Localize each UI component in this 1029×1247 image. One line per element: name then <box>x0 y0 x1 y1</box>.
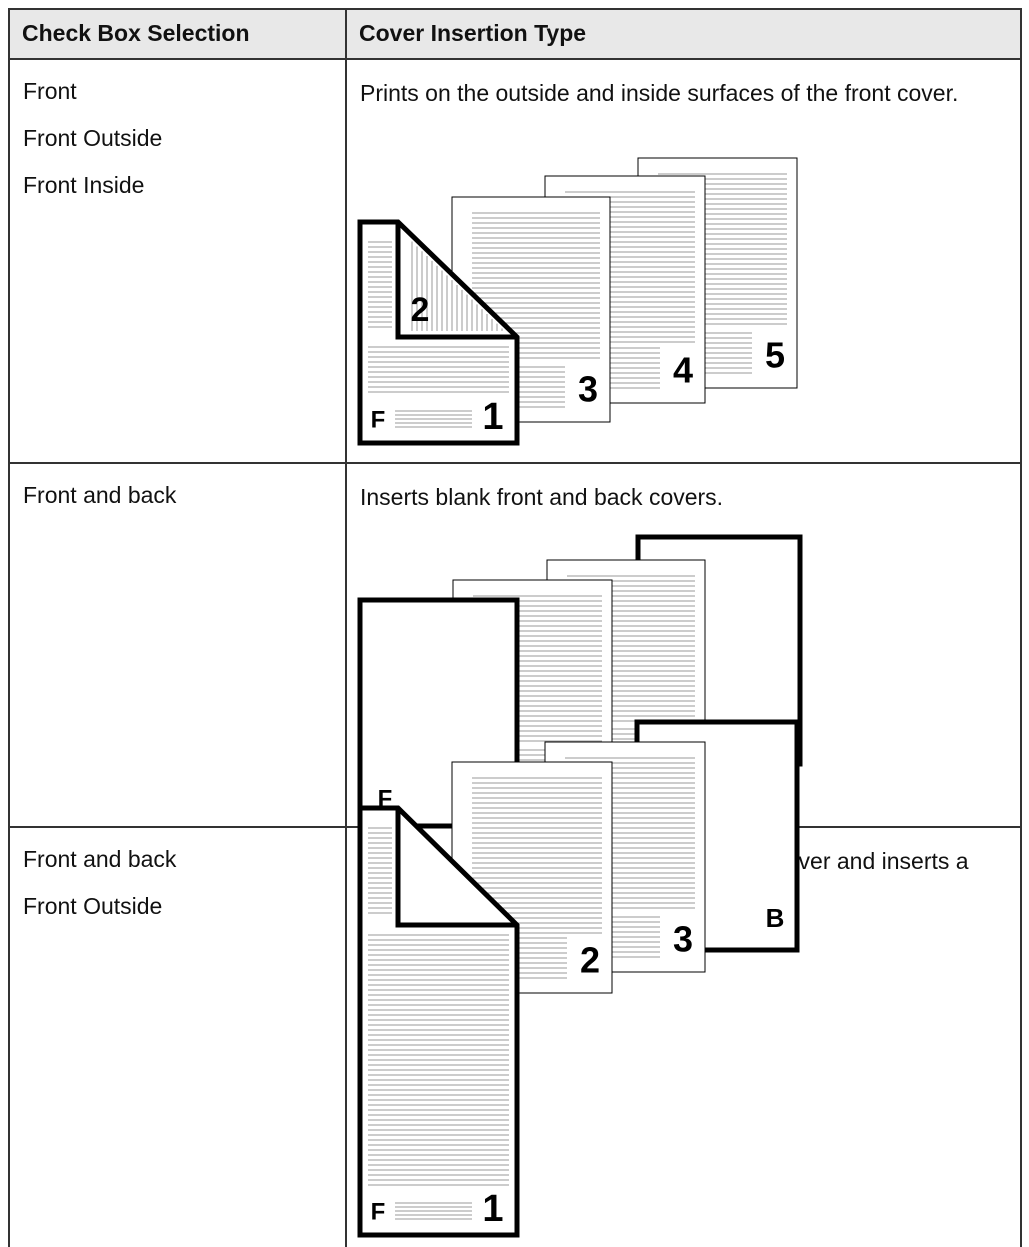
selection: Front and back <box>23 482 177 508</box>
cover-outline <box>357 219 520 446</box>
header-text: Cover Insertion Type <box>359 20 587 46</box>
header-text: Check Box Selection <box>22 20 250 46</box>
selection: Front Outside <box>23 893 163 919</box>
fold-flap <box>395 808 517 928</box>
selection: Front Inside <box>23 172 145 198</box>
selection: Front <box>23 78 77 104</box>
selection: Front Outside <box>23 125 163 151</box>
description: Prints on the outside and inside surface… <box>360 80 959 106</box>
page-label: 5 <box>765 335 785 376</box>
page-label: 2 <box>411 291 430 329</box>
page-label: 3 <box>673 919 693 960</box>
selection-cell: Front and back Front Outside <box>8 826 347 1247</box>
cover-outline <box>357 805 520 1238</box>
description-cell: Prints on the outside and inside surface… <box>345 58 1022 464</box>
page-label: 3 <box>578 369 598 410</box>
page-label: 1 <box>482 396 503 438</box>
description: Inserts blank front and back covers. <box>360 484 724 510</box>
header-cell: Check Box Selection <box>8 8 347 60</box>
page-label: 4 <box>673 350 693 391</box>
page-label: F <box>371 406 386 433</box>
page-label: 2 <box>580 940 600 981</box>
selection-cell: Front Front Outside Front Inside <box>8 58 347 464</box>
selection: Front and back <box>23 846 177 872</box>
page-label: 1 <box>482 1188 503 1230</box>
fold-flap <box>395 222 517 340</box>
page-label: F <box>371 1198 386 1225</box>
page-label: B <box>766 903 785 933</box>
